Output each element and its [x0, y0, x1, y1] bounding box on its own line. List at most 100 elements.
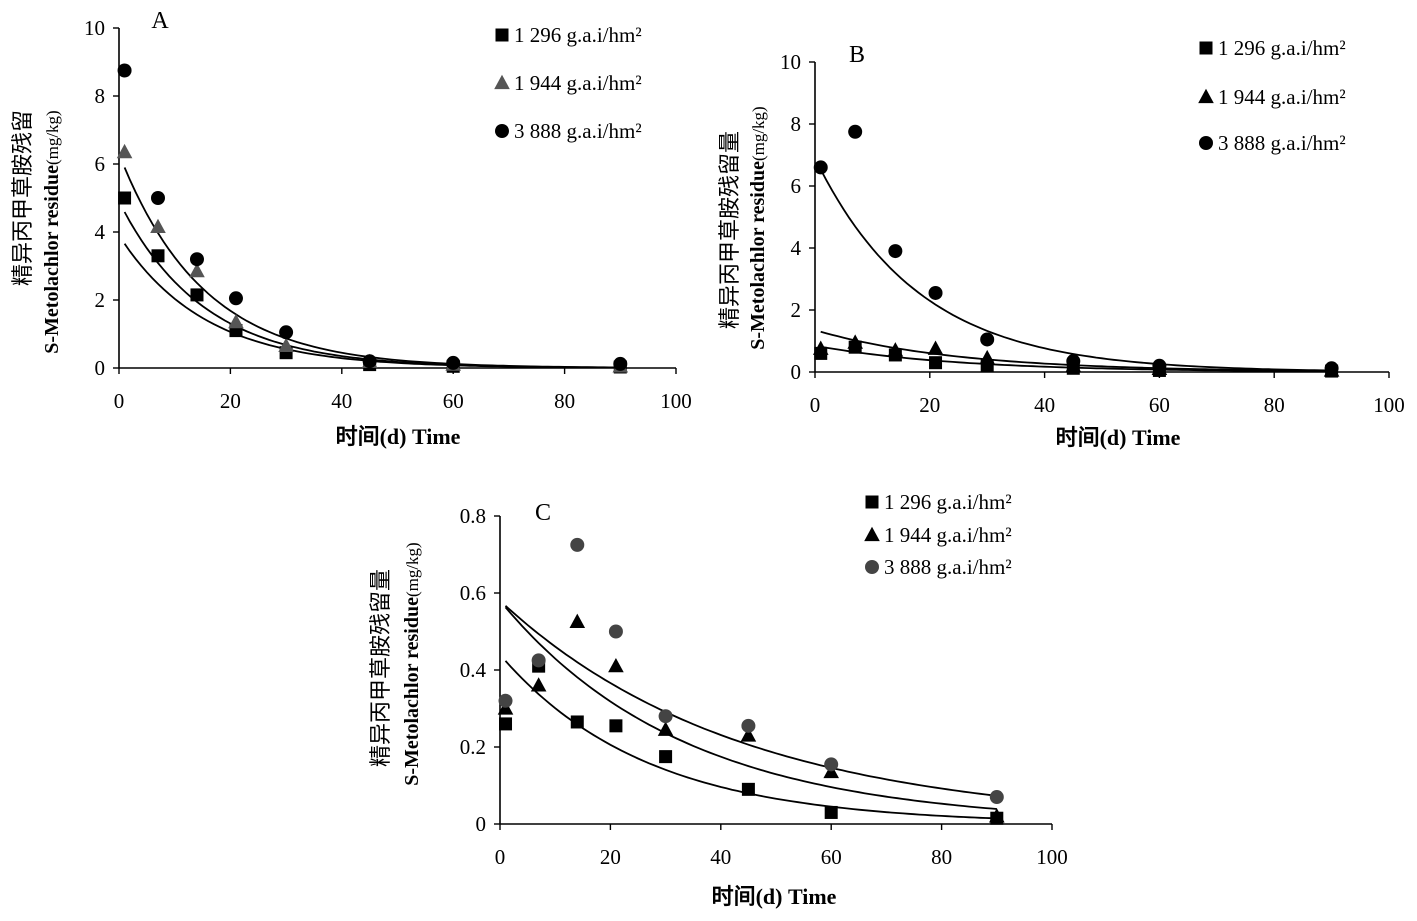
data-point-series-3 [279, 325, 294, 340]
y-tick-label: 4 [95, 220, 106, 244]
data-point-series-3 [741, 718, 756, 733]
data-point-series-3 [824, 757, 839, 772]
data-point-series-3 [658, 709, 673, 724]
data-point-series-3 [498, 693, 513, 708]
data-point-series-3 [531, 653, 546, 668]
legend-marker-series-1 [1199, 41, 1213, 55]
legend-label-series-1: 1 296 g.a.i/hm² [1218, 36, 1346, 60]
data-point-series-1 [499, 717, 513, 731]
x-tick-label: 100 [1373, 393, 1405, 417]
legend-marker-series-2 [1198, 88, 1214, 104]
legend-marker-series-1 [865, 495, 879, 509]
x-axis-label: 时间(d) Time [1056, 425, 1181, 450]
x-tick-label: 80 [1264, 393, 1285, 417]
data-point-series-3 [150, 191, 165, 205]
y-tick-label: 0.4 [460, 658, 487, 682]
y-tick-label: 0 [791, 360, 802, 384]
y-axis-label-en: S-Metolachlor residue(mg/kg) [747, 106, 769, 349]
data-point-series-3 [117, 63, 132, 78]
fit-curve-series-3 [504, 605, 997, 797]
panel-letter: B [849, 42, 865, 68]
x-tick-label: 0 [495, 845, 506, 869]
data-point-series-3 [228, 291, 243, 306]
data-point-series-3 [1324, 361, 1339, 376]
data-point-series-2 [530, 677, 547, 692]
legend-marker-series-1 [495, 28, 509, 42]
data-point-series-3 [980, 332, 995, 347]
data-point-series-2 [116, 143, 133, 159]
data-point-series-3 [446, 355, 461, 370]
x-tick-label: 0 [810, 393, 821, 417]
y-tick-label: 4 [791, 236, 802, 260]
x-axis-label: 时间(d) Time [336, 424, 461, 449]
legend-label-series-3: 3 888 g.a.i/hm² [884, 555, 1012, 579]
data-point-series-2 [608, 657, 624, 673]
legend-label-series-2: 1 944 g.a.i/hm² [1218, 85, 1346, 109]
x-tick-label: 100 [660, 389, 692, 413]
x-tick-label: 0 [114, 389, 125, 413]
fit-curve-series-2 [504, 606, 997, 810]
legend-marker-series-2 [494, 74, 510, 90]
legend-label-series-2: 1 944 g.a.i/hm² [884, 523, 1012, 547]
legend-marker-series-3 [495, 124, 509, 138]
legend-label-series-2: 1 944 g.a.i/hm² [514, 71, 642, 95]
data-point-series-2 [847, 334, 863, 349]
data-point-series-2 [228, 313, 244, 329]
data-point-series-1 [741, 782, 755, 796]
y-tick-label: 6 [791, 174, 802, 198]
x-tick-label: 80 [554, 389, 575, 413]
x-tick-label: 20 [600, 845, 621, 869]
legend-label-series-1: 1 296 g.a.i/hm² [514, 23, 642, 47]
y-tick-label: 0.6 [460, 581, 486, 605]
data-point-series-2 [989, 808, 1005, 823]
y-tick-label: 0 [95, 356, 106, 380]
panel-a: 0 20 40 60 80 100 0 2 4 6 8 10 时间(d) Time 精异丙甲草胺残留 S-M… [10, 8, 692, 449]
data-point-series-3 [189, 252, 204, 267]
data-point-series-3 [613, 356, 628, 371]
panel-b: 0 20 40 60 80 100 0 2 4 6 8 10 时间(d) Time 精异丙甲草胺残留量 S-… [717, 36, 1405, 450]
y-tick-label: 10 [84, 16, 105, 40]
x-tick-label: 60 [821, 845, 842, 869]
data-point-series-3 [848, 124, 863, 139]
data-point-series-3 [928, 285, 943, 300]
data-point-series-1 [929, 356, 943, 370]
data-point-series-2 [657, 721, 674, 736]
data-point-series-2 [887, 342, 904, 357]
legend-label-series-3: 3 888 g.a.i/hm² [514, 119, 642, 143]
y-tick-label: 8 [791, 112, 802, 136]
legend-marker-series-3 [865, 560, 879, 574]
x-tick-label: 40 [331, 389, 352, 413]
data-point-series-2 [278, 337, 294, 353]
data-point-series-3 [1152, 358, 1167, 373]
x-tick-label: 20 [919, 393, 940, 417]
data-point-series-1 [118, 191, 132, 205]
legend-marker-series-3 [1199, 136, 1213, 150]
fit-curve-series-3 [819, 169, 1332, 372]
y-tick-label: 6 [95, 152, 106, 176]
y-axis-label-en: S-Metolachlor residue(mg/kg) [401, 542, 423, 785]
y-axis-label-cn: 精异丙甲草胺残留量 [717, 131, 742, 329]
x-tick-label: 60 [443, 389, 464, 413]
data-point-series-3 [813, 160, 828, 175]
x-tick-label: 40 [1034, 393, 1055, 417]
x-tick-label: 100 [1036, 845, 1068, 869]
y-axis-label-cn: 精异丙甲草胺残留 [10, 110, 35, 286]
y-axis-label-en: S-Metolachlor residue(mg/kg) [41, 110, 63, 353]
data-point-series-2 [812, 340, 829, 355]
legend-label-series-3: 3 888 g.a.i/hm² [1218, 131, 1346, 155]
data-point-series-1 [659, 750, 673, 764]
data-point-series-2 [569, 613, 586, 629]
data-point-series-2 [979, 349, 995, 365]
legend-label-series-1: 1 296 g.a.i/hm² [884, 490, 1012, 514]
x-tick-label: 60 [1149, 393, 1170, 417]
y-tick-label: 10 [780, 50, 801, 74]
data-point-series-1 [190, 288, 204, 302]
data-point-series-2 [927, 340, 944, 355]
y-tick-label: 0.8 [460, 504, 486, 528]
data-point-series-1 [570, 715, 584, 729]
data-point-series-3 [362, 354, 377, 369]
data-point-series-1 [151, 249, 165, 263]
data-point-series-2 [189, 262, 205, 278]
panel-letter: C [535, 500, 551, 526]
y-axis-label-cn: 精异丙甲草胺残留量 [368, 569, 393, 767]
